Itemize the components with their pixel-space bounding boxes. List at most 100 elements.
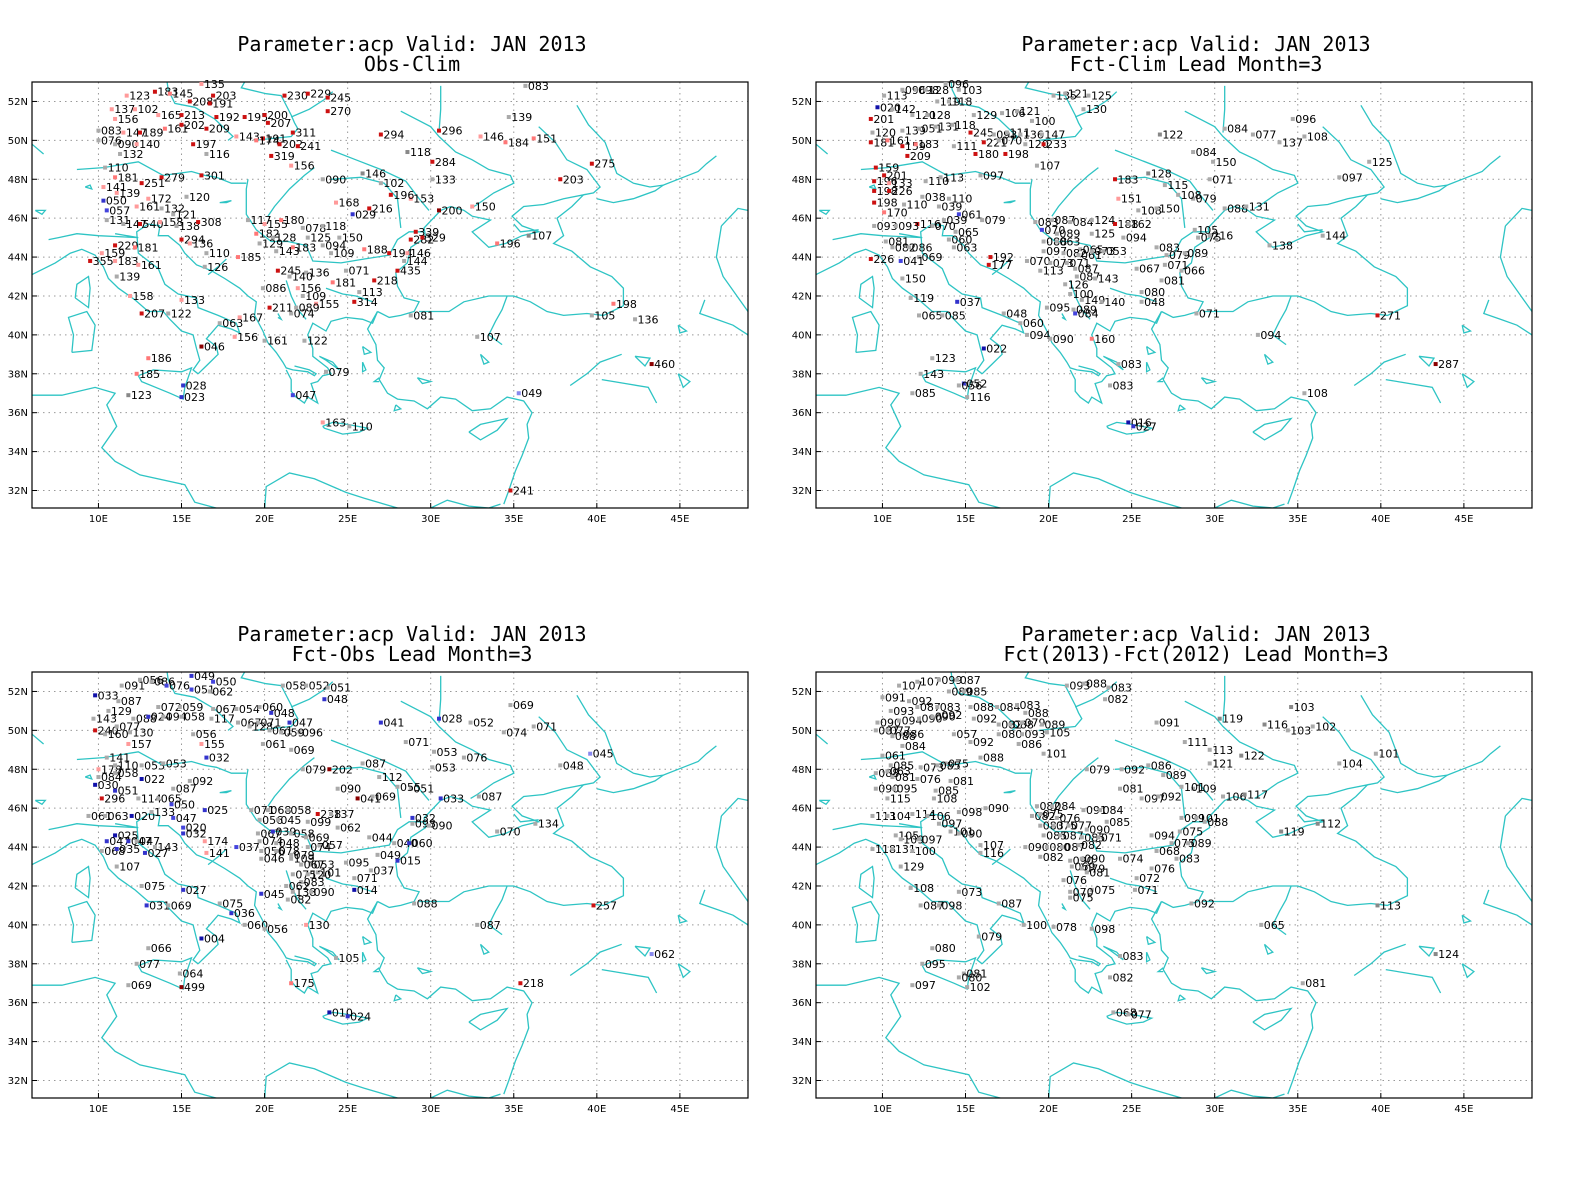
station-value: 128 xyxy=(275,232,296,245)
station-value: 183 xyxy=(1118,173,1139,186)
station-marker xyxy=(1101,249,1106,254)
station-marker xyxy=(237,315,242,320)
station-value: 136 xyxy=(1023,129,1044,142)
station-marker xyxy=(320,177,325,182)
station-point: 088 xyxy=(978,752,1004,765)
station-value: 499 xyxy=(184,981,205,994)
station-point: 059 xyxy=(279,726,305,739)
station-value: 108 xyxy=(913,882,934,895)
station-point: 088 xyxy=(968,701,994,714)
coastline-path xyxy=(137,956,193,991)
station-value: 109 xyxy=(1196,783,1217,796)
station-value: 177 xyxy=(991,259,1012,272)
station-point: 163 xyxy=(320,416,346,429)
station-value: 180 xyxy=(284,214,305,227)
panel-title-line2: Fct-Obs Lead Month=3 xyxy=(291,642,533,666)
station-point: 138 xyxy=(174,220,200,233)
station-marker xyxy=(1134,266,1139,271)
station-marker xyxy=(1217,716,1222,721)
station-point: 089 xyxy=(1039,719,1065,732)
station-marker xyxy=(1113,177,1118,182)
coastline-path xyxy=(393,994,403,1002)
station-point: 120 xyxy=(305,868,331,881)
station-marker xyxy=(254,231,259,236)
station-marker xyxy=(132,107,137,112)
station-point: 090 xyxy=(875,717,901,730)
station-marker xyxy=(287,720,292,725)
station-point: 055 xyxy=(395,781,421,794)
station-marker xyxy=(956,975,961,980)
station-point: 071 xyxy=(1132,884,1158,897)
station-value: 079 xyxy=(305,763,326,776)
station-point: 115 xyxy=(1162,179,1188,192)
station-marker xyxy=(114,864,119,869)
station-point: 196 xyxy=(388,189,414,202)
station-point: 073 xyxy=(1048,257,1074,270)
station-point: 122 xyxy=(1239,750,1265,763)
station-marker xyxy=(1136,208,1141,213)
station-marker xyxy=(161,761,166,766)
station-value: 090 xyxy=(325,173,346,186)
station-value: 072 xyxy=(1139,872,1160,885)
station-marker xyxy=(475,334,480,339)
station-value: 138 xyxy=(179,220,200,233)
station-value: 038 xyxy=(925,191,946,204)
station-value: 097 xyxy=(915,979,936,992)
station-point: 143 xyxy=(918,368,944,381)
coastline-path xyxy=(601,968,658,994)
station-marker xyxy=(913,87,918,92)
y-tick-label: 34N xyxy=(8,447,28,458)
coastline-path xyxy=(1145,951,1151,963)
station-marker xyxy=(1179,268,1184,273)
station-marker xyxy=(297,730,302,735)
station-point: 122 xyxy=(1157,129,1183,142)
station-point: 049 xyxy=(189,670,215,683)
station-point: 094 xyxy=(320,239,346,252)
station-value: 201 xyxy=(873,113,894,126)
coastline-path xyxy=(858,275,875,309)
coastline-path xyxy=(361,345,373,356)
station-marker xyxy=(1375,903,1380,908)
coastline-path xyxy=(920,813,1025,965)
station-point: 136 xyxy=(187,237,213,250)
station-value: 125 xyxy=(1094,228,1115,241)
station-value: 137 xyxy=(114,103,135,116)
station-point: 175 xyxy=(289,977,315,990)
station-marker xyxy=(305,91,310,96)
station-point: 086 xyxy=(260,282,286,295)
coastline-path xyxy=(816,143,829,155)
station-value: 150 xyxy=(905,272,926,285)
station-marker xyxy=(1433,952,1438,957)
station-marker xyxy=(915,705,920,710)
station-point: 137 xyxy=(1277,136,1303,149)
station-value: 074 xyxy=(294,307,315,320)
station-value: 070 xyxy=(500,826,521,839)
station-point: 085 xyxy=(933,785,959,798)
station-point: 089 xyxy=(1186,837,1212,850)
station-marker xyxy=(179,985,184,990)
coastline-path xyxy=(1051,757,1099,807)
station-marker xyxy=(114,274,119,279)
station-value: 086 xyxy=(903,728,924,741)
coastline-path xyxy=(1380,184,1448,204)
coastline-path xyxy=(74,865,91,899)
station-value: 067 xyxy=(216,703,237,716)
coastline-path xyxy=(816,386,1285,508)
station-point: 101 xyxy=(1041,748,1067,761)
station-point: 124 xyxy=(1089,214,1115,227)
coastline xyxy=(816,82,1532,508)
station-point: 029 xyxy=(350,208,376,221)
station-marker xyxy=(174,223,179,228)
station-marker xyxy=(941,218,946,223)
grid-lines xyxy=(816,82,1532,508)
coastline-path xyxy=(1069,311,1163,405)
coastline-path xyxy=(1461,373,1475,389)
coastline-path xyxy=(1504,797,1532,817)
station-value: 058 xyxy=(118,767,139,780)
coastline-path xyxy=(267,167,315,217)
station-value: 100 xyxy=(1073,288,1094,301)
station-value: 082 xyxy=(1108,693,1129,706)
station-marker xyxy=(437,716,442,721)
station-marker xyxy=(558,177,563,182)
station-value: 143 xyxy=(1098,272,1119,285)
